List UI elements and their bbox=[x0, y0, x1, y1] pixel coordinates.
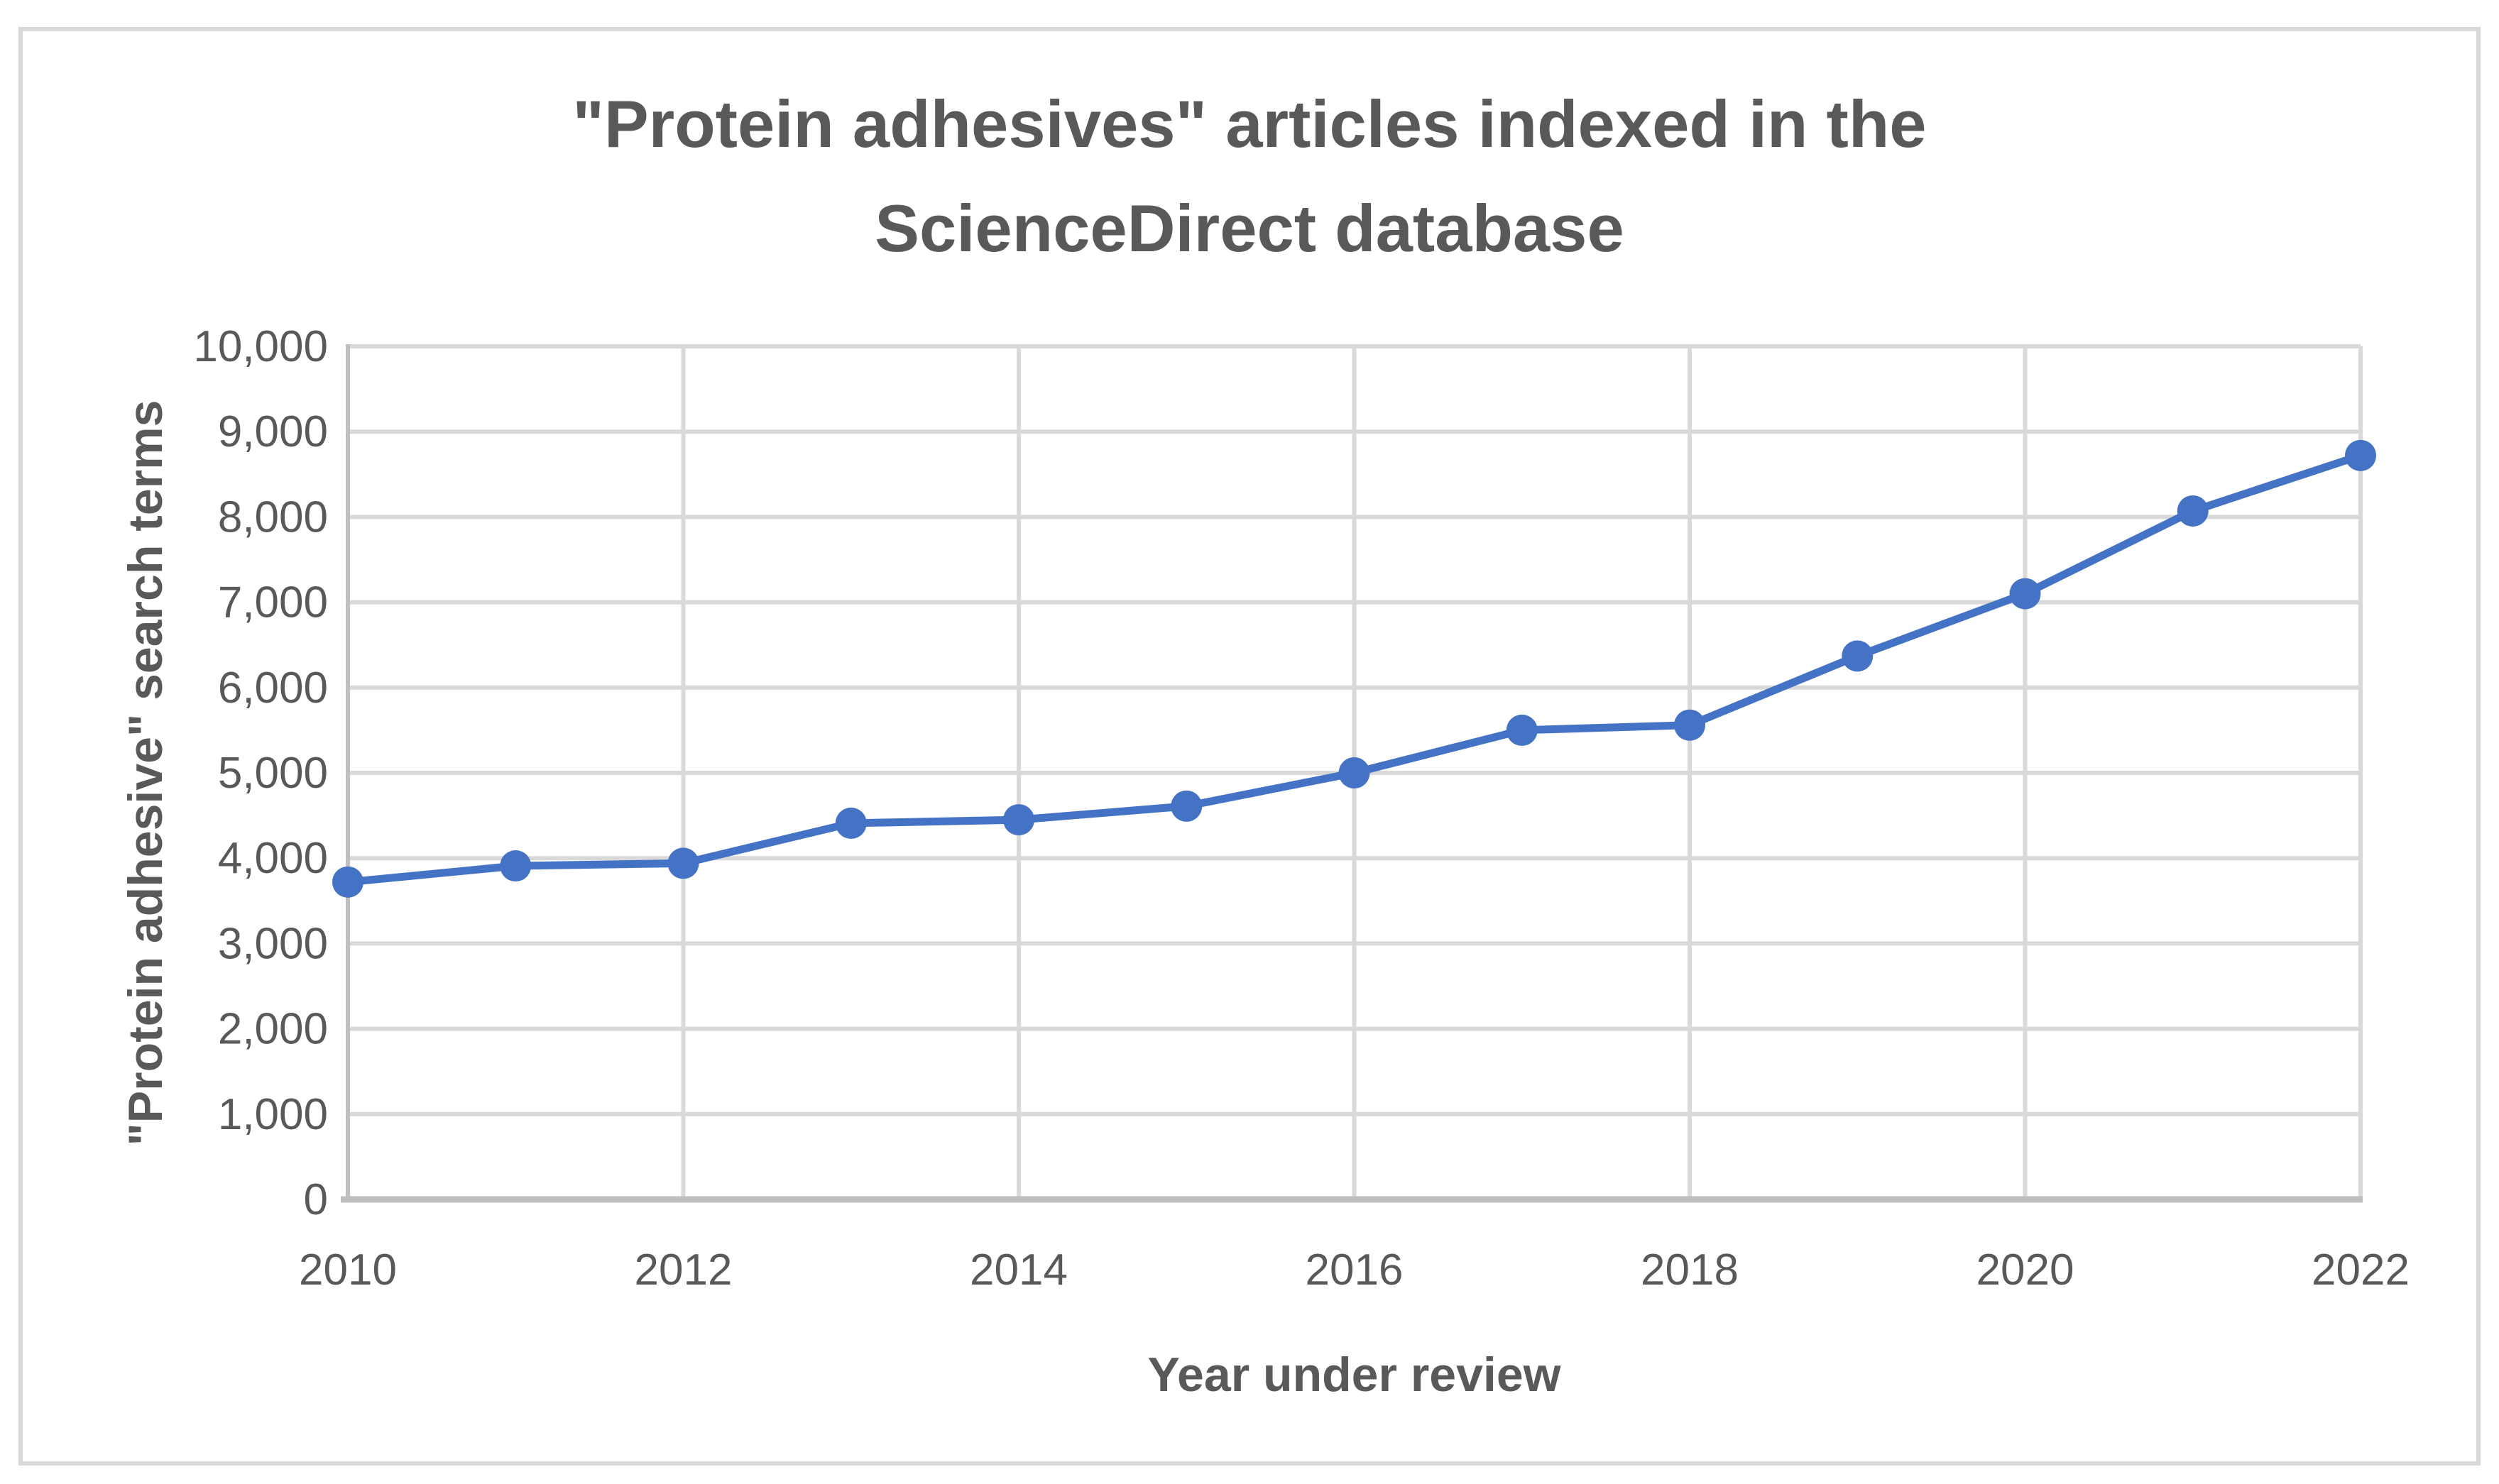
data-point-marker bbox=[1506, 714, 1538, 746]
x-tick-label: 2014 bbox=[970, 1246, 1068, 1295]
data-point-marker bbox=[1338, 757, 1370, 788]
data-point-marker bbox=[332, 866, 363, 898]
x-tick-label: 2016 bbox=[1306, 1246, 1404, 1295]
x-axis-title: Year under review bbox=[1147, 1348, 1561, 1402]
data-point-marker bbox=[1003, 804, 1034, 836]
x-tick-label: 2022 bbox=[2312, 1246, 2410, 1295]
y-tick-label: 0 bbox=[304, 1175, 328, 1224]
data-point-marker bbox=[2177, 495, 2209, 527]
chart-outer-border bbox=[18, 27, 2481, 1466]
data-point-marker bbox=[1842, 640, 1874, 672]
data-point-marker bbox=[835, 807, 867, 839]
y-tick-label: 2,000 bbox=[218, 1005, 328, 1054]
y-tick-label: 4,000 bbox=[218, 834, 328, 883]
y-tick-label: 3,000 bbox=[218, 919, 328, 968]
y-tick-label: 1,000 bbox=[218, 1090, 328, 1139]
data-point-marker bbox=[500, 850, 532, 882]
x-tick-label: 2020 bbox=[1976, 1246, 2074, 1295]
y-tick-label: 6,000 bbox=[218, 664, 328, 713]
x-tick-label: 2018 bbox=[1641, 1246, 1739, 1295]
data-point-marker bbox=[667, 847, 699, 879]
x-tick-label: 2010 bbox=[299, 1246, 397, 1295]
y-tick-label: 8,000 bbox=[218, 493, 328, 542]
data-point-marker bbox=[2009, 578, 2041, 610]
y-tick-label: 9,000 bbox=[218, 407, 328, 456]
x-tick-label: 2012 bbox=[635, 1246, 733, 1295]
y-tick-label: 10,000 bbox=[193, 322, 328, 371]
y-tick-label: 5,000 bbox=[218, 749, 328, 798]
chart-title: "Protein adhesives" articles indexed in … bbox=[572, 87, 1927, 265]
data-point-marker bbox=[1674, 709, 1705, 741]
y-tick-label: 7,000 bbox=[218, 578, 328, 627]
data-point-marker bbox=[2345, 439, 2376, 471]
data-point-marker bbox=[1171, 790, 1203, 822]
